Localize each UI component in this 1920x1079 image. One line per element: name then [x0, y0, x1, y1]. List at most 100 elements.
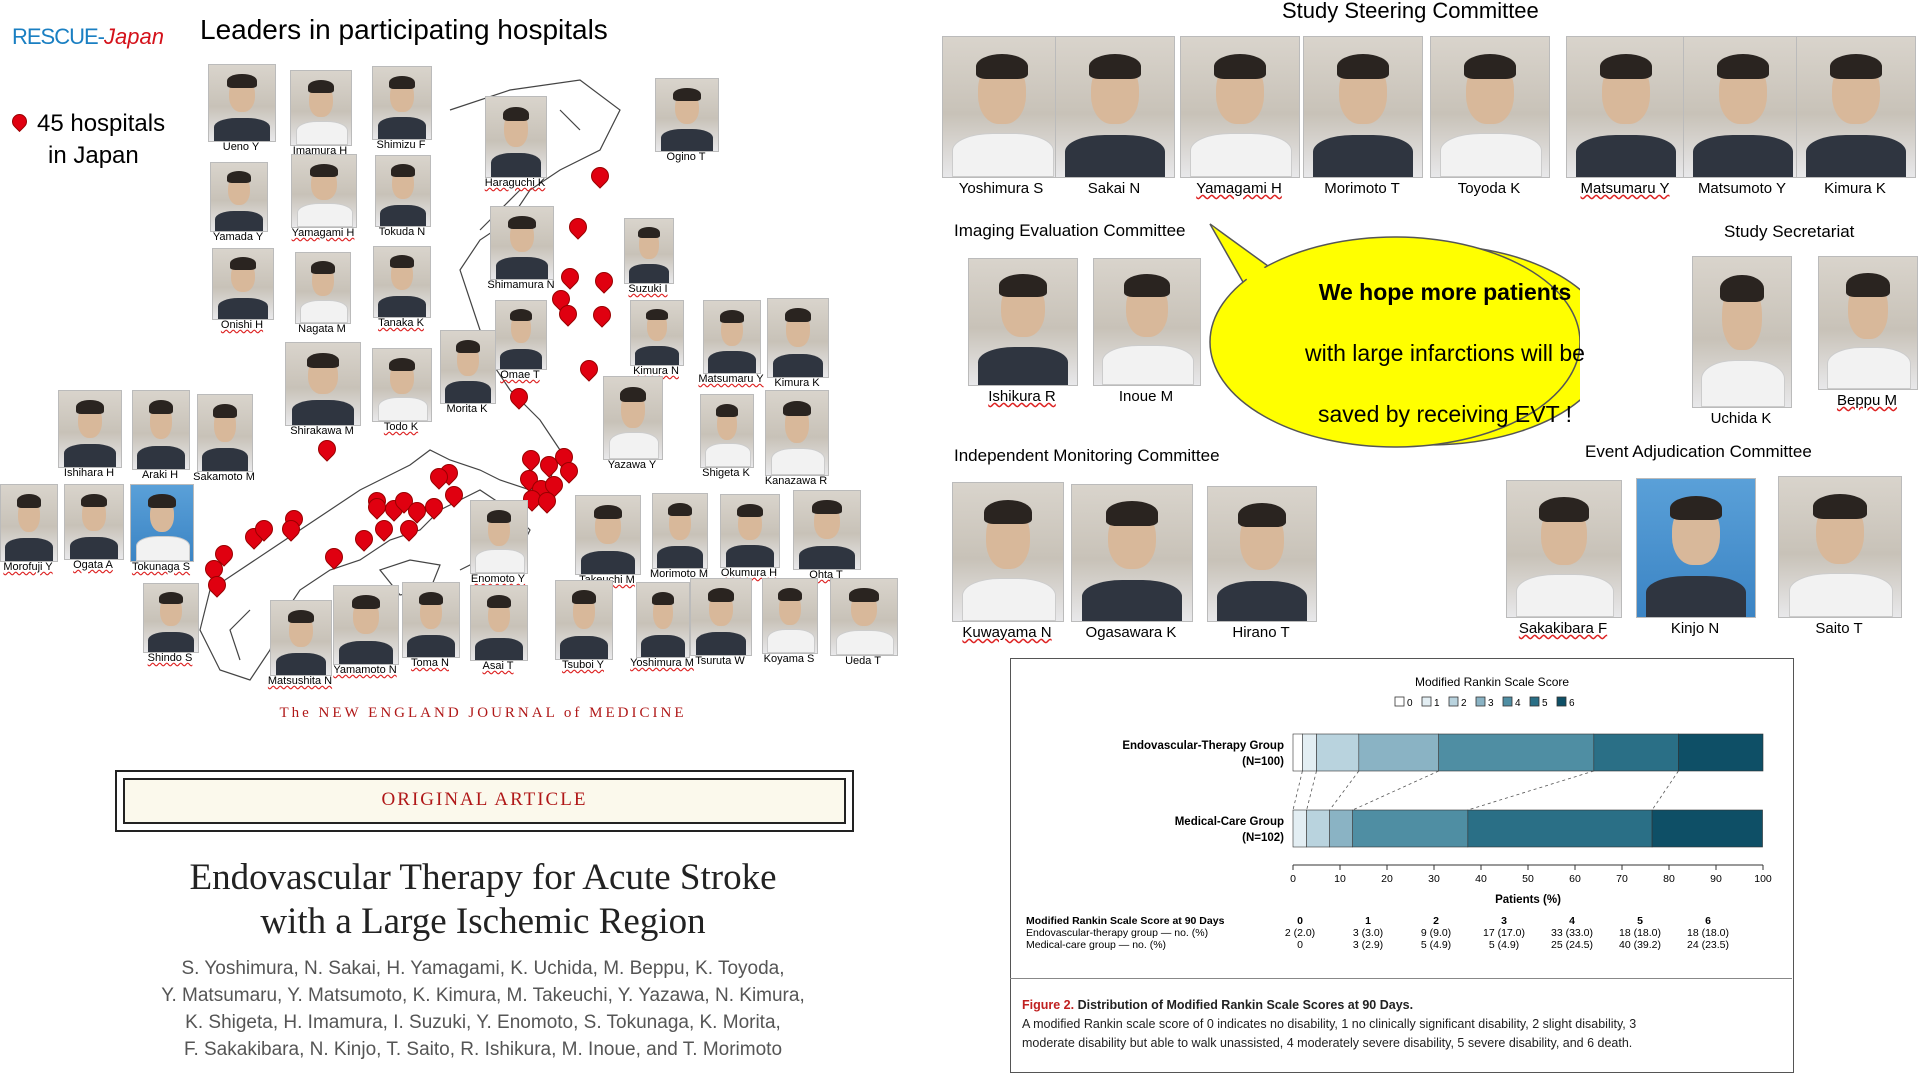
portrait-photo	[490, 206, 554, 280]
legend-swatch	[1394, 696, 1405, 707]
portrait-photo	[952, 482, 1064, 622]
person-name: Sakai N	[1087, 180, 1141, 197]
person-name: Kinjo N	[1670, 620, 1720, 637]
hospitals-country: in Japan	[48, 142, 139, 169]
person-name: Kanazawa R	[764, 475, 828, 487]
bar-segment	[1593, 733, 1679, 772]
portrait-photo	[830, 578, 898, 656]
portrait-photo	[703, 300, 761, 374]
table-cell: 6	[1705, 915, 1711, 927]
x-tick-label: 70	[1616, 873, 1628, 885]
portrait-photo	[1093, 258, 1201, 386]
person-name: Shimamura N	[487, 279, 555, 291]
portrait-photo	[1071, 484, 1193, 622]
portrait-photo	[1506, 480, 1622, 618]
table-cell: 5 (4.9)	[1488, 939, 1520, 951]
table-header: Modified Rankin Scale Score at 90 Days	[1026, 915, 1225, 927]
table-cell: 18 (18.0)	[1618, 927, 1662, 939]
table-column-headers: 0 1 2 3 4 5 6	[1266, 915, 1776, 927]
steering-title: Study Steering Committee	[1282, 0, 1539, 23]
table-row: Endovascular-therapy group — no. (%) 2 (…	[1026, 927, 1776, 939]
bar-segment	[1316, 733, 1360, 772]
series-label: Medical-Care Group	[1175, 816, 1284, 828]
person-name: Kimura N	[633, 365, 679, 377]
original-article-banner	[123, 778, 846, 824]
portrait-photo	[470, 585, 528, 661]
portrait-photo	[373, 246, 431, 318]
person-name: Ishihara H	[63, 467, 115, 479]
table-cell: 25 (24.5)	[1550, 939, 1594, 951]
portrait-photo	[1796, 36, 1916, 178]
person-name: Shindo S	[147, 652, 193, 664]
person-name: Ogino T	[666, 151, 706, 163]
portrait-photo	[290, 70, 352, 146]
logo-part2: Japan	[104, 24, 164, 49]
person-name: Nagata M	[298, 323, 346, 335]
bar-segment	[1292, 733, 1303, 772]
person-name: Matsushita N	[267, 675, 333, 687]
connector-line	[1329, 770, 1360, 811]
portrait-photo	[942, 36, 1062, 178]
portrait-photo	[291, 154, 357, 228]
table-cell: 18 (18.0)	[1686, 927, 1730, 939]
bar-segment	[1352, 809, 1469, 848]
portrait-photo	[655, 78, 719, 152]
portrait-photo	[603, 376, 663, 460]
portrait-photo	[1303, 36, 1423, 178]
person-name: Yoshimura M	[630, 657, 694, 669]
caption-text: A modified Rankin scale score of 0 indic…	[1022, 1017, 1637, 1031]
portrait-photo	[495, 300, 547, 370]
person-name: Todo K	[383, 421, 419, 433]
authors-line: F. Sakakibara, N. Kinjo, T. Saito, R. Is…	[183, 1039, 783, 1060]
x-axis-label: Patients (%)	[1495, 894, 1561, 906]
article-title-line2: with a Large Ischemic Region	[260, 901, 706, 942]
legend-label: 6	[1569, 698, 1575, 709]
person-name: Toma N	[411, 657, 449, 669]
person-name: Suzuki I	[628, 283, 668, 295]
portrait-photo	[470, 500, 528, 574]
portrait-photo	[1430, 36, 1550, 178]
portrait-photo	[1778, 476, 1902, 618]
secretariat-title: Study Secretariat	[1724, 222, 1855, 241]
authors-line: S. Yoshimura, N. Sakai, H. Yamagami, K. …	[181, 958, 785, 979]
legend-label: 2	[1461, 698, 1467, 709]
person-name: Morimoto M	[649, 568, 709, 580]
person-name: Okumura H	[720, 567, 778, 579]
table-cell: 2 (2.0)	[1284, 927, 1316, 939]
table-cell: 2	[1433, 915, 1439, 927]
person-name: Haraguchi K	[484, 177, 546, 189]
portrait-photo	[767, 298, 829, 378]
legend-swatch	[1556, 696, 1567, 707]
portrait-photo	[1818, 256, 1918, 390]
person-name: Ueda T	[845, 655, 881, 667]
hospitals-count: 45 hospitals	[37, 110, 166, 137]
table-row: Medical-care group — no. (%) 0 3 (2.9) 5 (…	[1026, 939, 1776, 951]
portrait-photo	[485, 96, 547, 178]
connector-line	[1292, 770, 1303, 811]
table-cell: 5 (4.9)	[1420, 939, 1452, 951]
connector-line	[1651, 770, 1679, 811]
person-name: Matsumoto Y	[1697, 180, 1787, 197]
legend-label: 4	[1515, 698, 1521, 709]
portrait-photo	[132, 390, 190, 470]
speech-line: We hope more patients	[1318, 279, 1572, 305]
portrait-photo	[765, 390, 829, 476]
person-name: Hirano T	[1232, 624, 1290, 641]
person-name: Saito T	[1815, 620, 1863, 637]
bar-segment	[1678, 733, 1764, 772]
portrait-photo	[555, 580, 613, 660]
speech-line: with large infarctions will be	[1305, 340, 1585, 366]
article-authors: S. Yoshimura, N. Sakai, H. Yamagami, K. …	[0, 955, 966, 1063]
portrait-photo	[762, 578, 818, 654]
person-name: Toyoda K	[1457, 180, 1521, 197]
row-cells: 2 (2.0) 3 (3.0) 9 (9.0) 17 (17.0) 33 (33.0) 1…	[1266, 927, 1776, 939]
imaging-title: Imaging Evaluation Committee	[954, 221, 1186, 240]
series-label: Endovascular-Therapy Group	[1122, 740, 1284, 752]
person-name: Ishikura R	[988, 388, 1056, 405]
person-name: Morimoto T	[1324, 180, 1400, 197]
portrait-photo	[1055, 36, 1175, 178]
legend-swatch	[1529, 696, 1540, 707]
person-name: Shirakawa M	[290, 425, 354, 437]
portrait-photo	[636, 582, 690, 658]
